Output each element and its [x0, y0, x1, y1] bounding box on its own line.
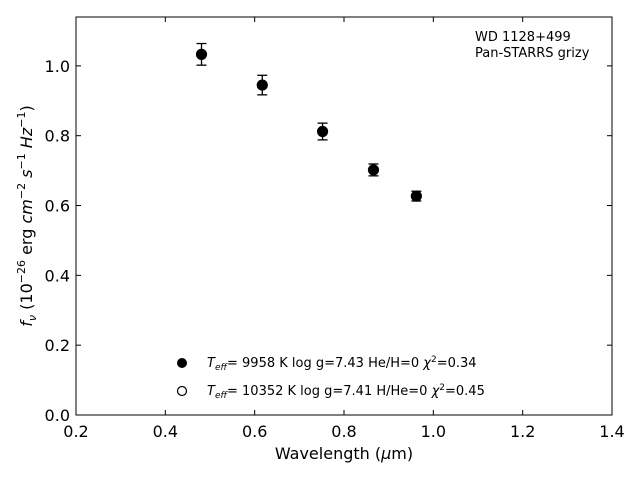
model-point-filled	[196, 49, 207, 60]
y-tick-labels: 0.0 0.2 0.4 0.6 0.8 1.0	[45, 57, 70, 425]
legend-entry-1: Teff= 9958 K log g=7.43 He/H=0 χ2=0.34	[207, 355, 477, 373]
annotation-object: WD 1128+499	[475, 30, 571, 45]
legend-marker-open	[176, 385, 188, 397]
y-tick-label: 0.8	[45, 127, 70, 146]
y-axis-label: fν (10−26 erg cm−2 s−1 Hz−1)	[15, 105, 39, 326]
model-point-filled	[368, 164, 379, 175]
x-axis-label: Wavelength (μm)	[275, 444, 413, 463]
y-tick-label: 0.6	[45, 197, 70, 216]
data-points	[195, 48, 422, 202]
legend: Teff= 9958 K log g=7.43 He/H=0 χ2=0.34 T…	[176, 355, 485, 401]
y-tick-label: 1.0	[45, 57, 70, 76]
x-tick-label: 1.4	[599, 422, 624, 441]
y-tick-label: 0.4	[45, 266, 70, 285]
x-tick-label: 1.0	[421, 422, 446, 441]
model-point-filled	[411, 191, 422, 202]
y-tick-label: 0.0	[45, 406, 70, 425]
x-tick-label: 0.4	[153, 422, 178, 441]
x-tick-labels: 0.2 0.4 0.6 0.8 1.0 1.2 1.4	[63, 422, 624, 441]
legend-marker-filled	[177, 358, 187, 368]
x-tick-label: 0.2	[63, 422, 88, 441]
x-tick-label: 1.2	[510, 422, 535, 441]
error-bars	[196, 42, 422, 202]
axis-ticks	[75, 17, 613, 416]
x-tick-label: 0.8	[331, 422, 356, 441]
model-point-filled	[257, 80, 268, 91]
y-tick-label: 0.2	[45, 336, 70, 355]
annotation-survey: Pan-STARRS grizy	[475, 46, 590, 61]
model-point-filled	[317, 126, 328, 137]
legend-entry-2: Teff= 10352 K log g=7.41 H/He=0 χ2=0.45	[207, 383, 485, 401]
x-tick-label: 0.6	[242, 422, 267, 441]
